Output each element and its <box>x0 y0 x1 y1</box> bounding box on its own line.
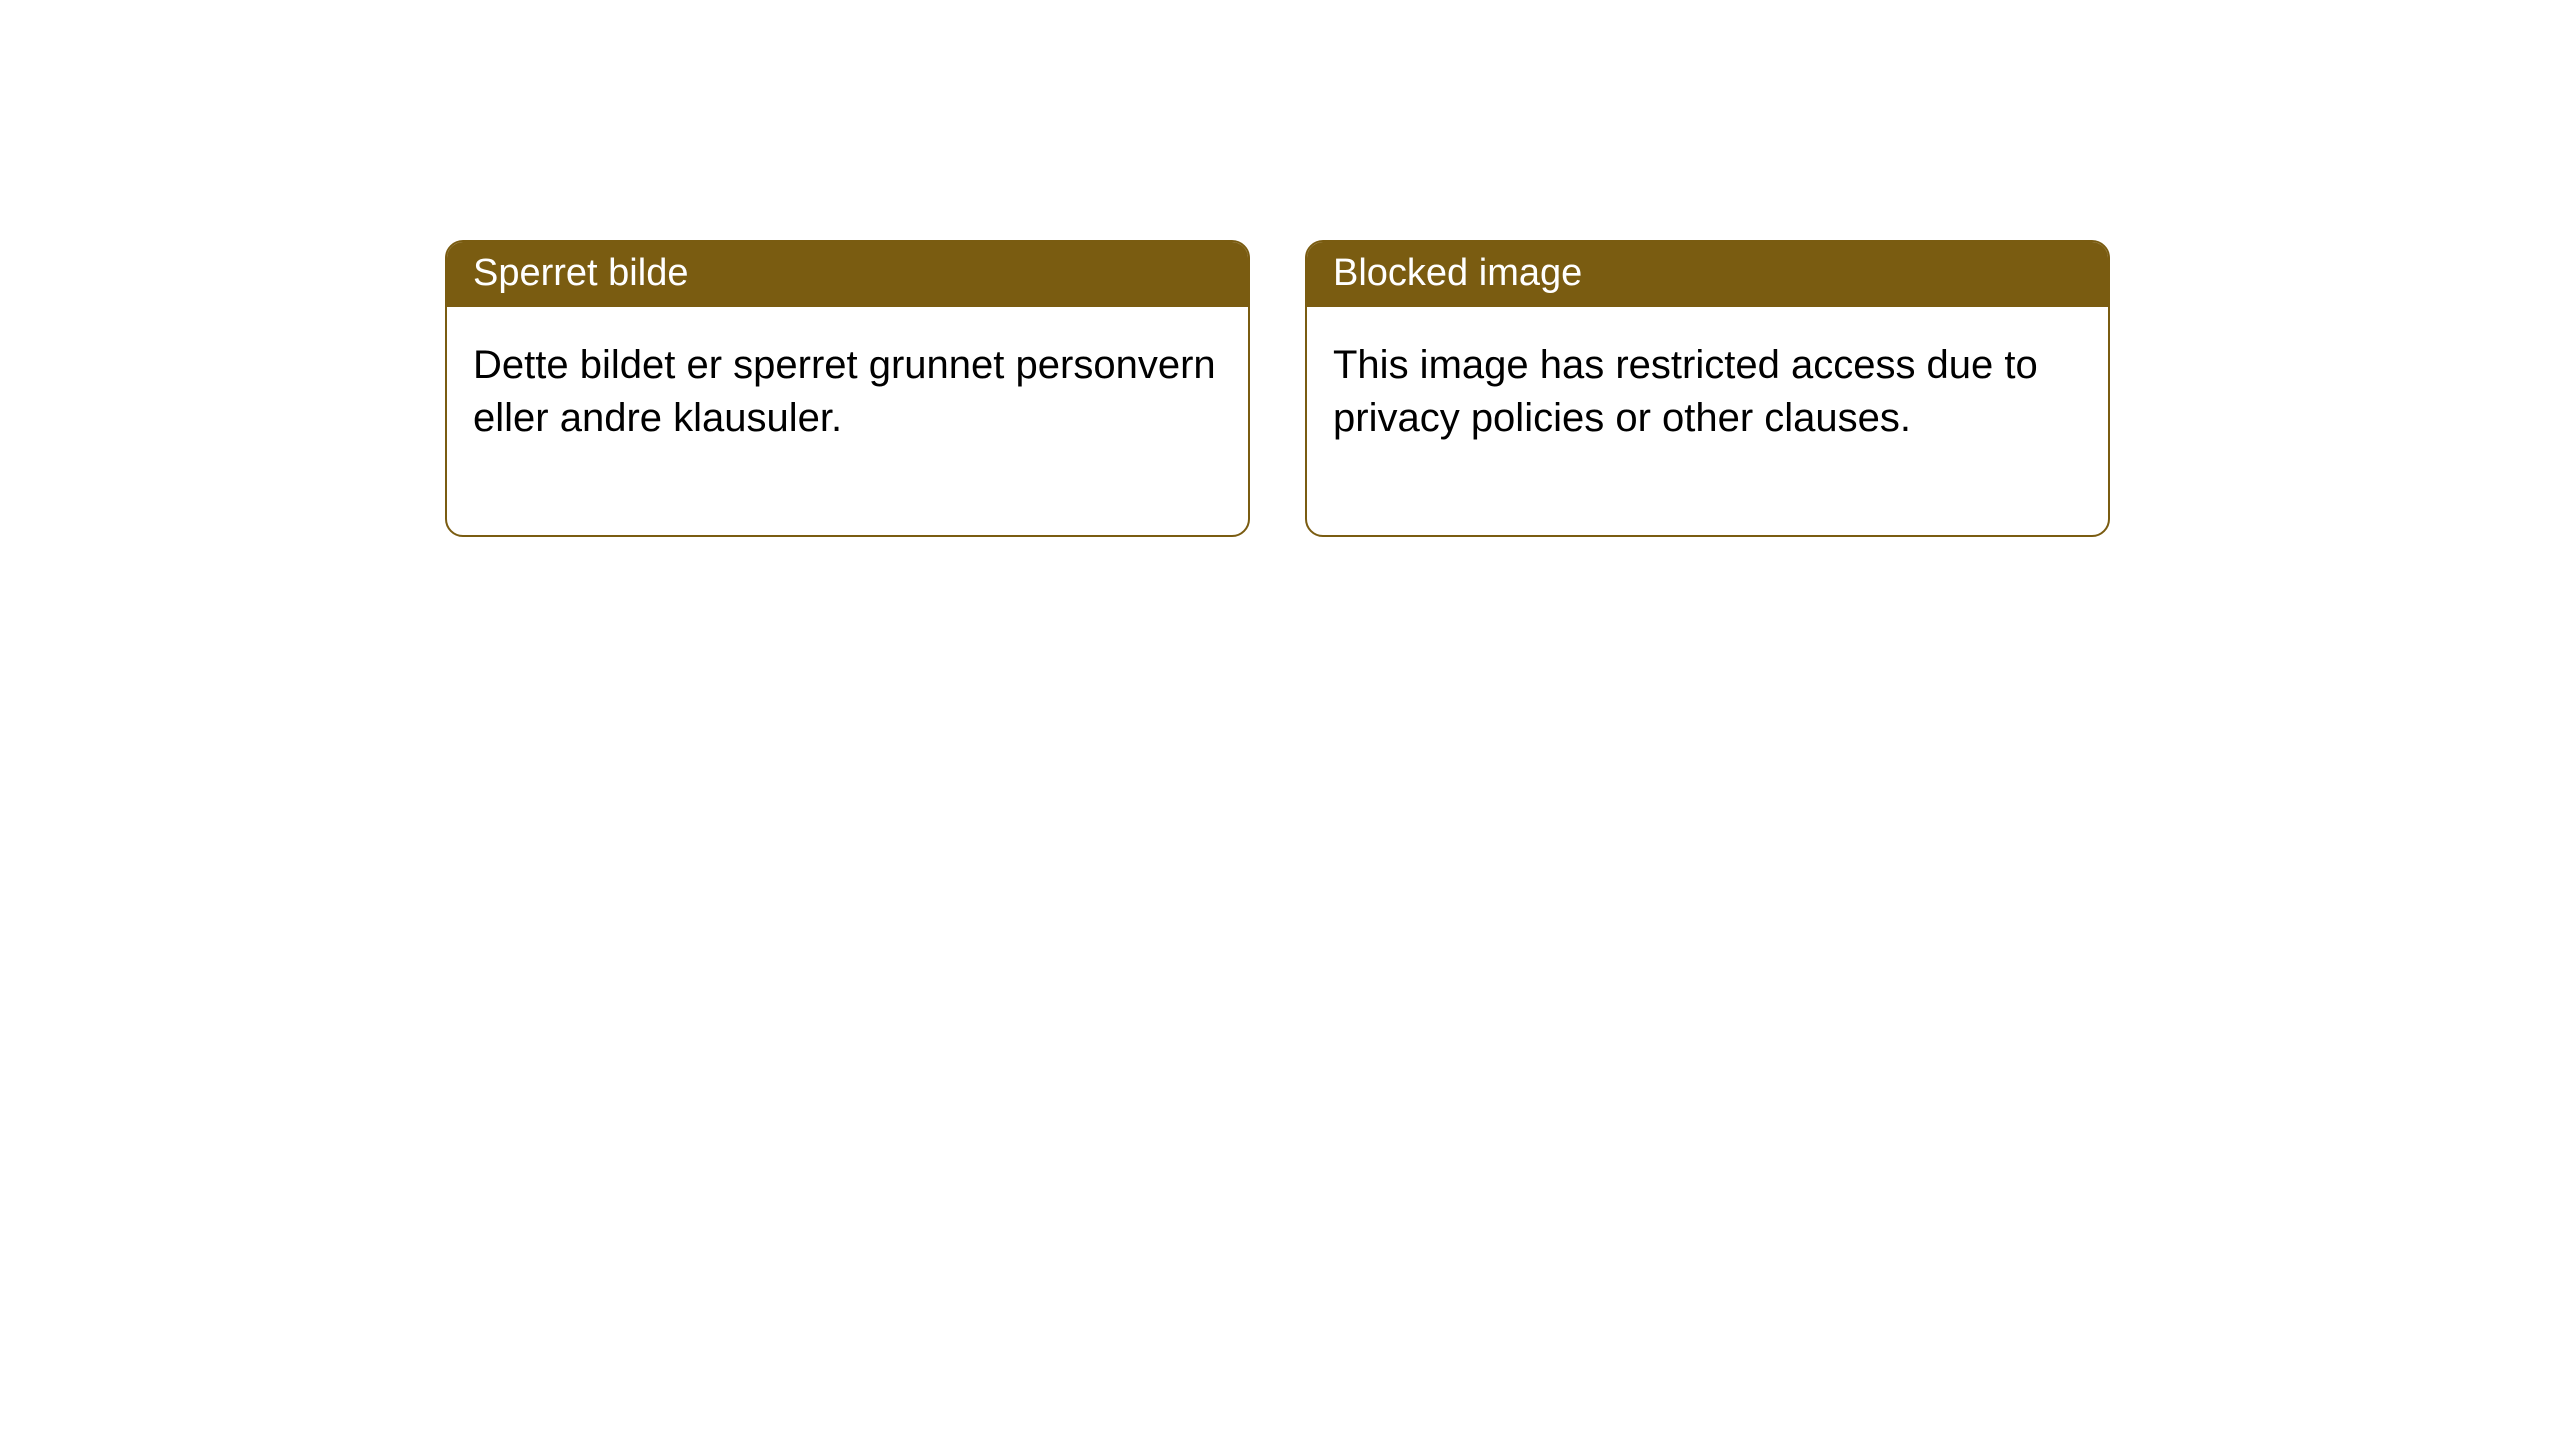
notice-card-norwegian: Sperret bilde Dette bildet er sperret gr… <box>445 240 1250 537</box>
notice-container: Sperret bilde Dette bildet er sperret gr… <box>445 240 2110 537</box>
notice-card-english: Blocked image This image has restricted … <box>1305 240 2110 537</box>
notice-title: Blocked image <box>1307 242 2108 307</box>
notice-title: Sperret bilde <box>447 242 1248 307</box>
notice-body-text: Dette bildet er sperret grunnet personve… <box>447 307 1248 535</box>
notice-body-text: This image has restricted access due to … <box>1307 307 2108 535</box>
